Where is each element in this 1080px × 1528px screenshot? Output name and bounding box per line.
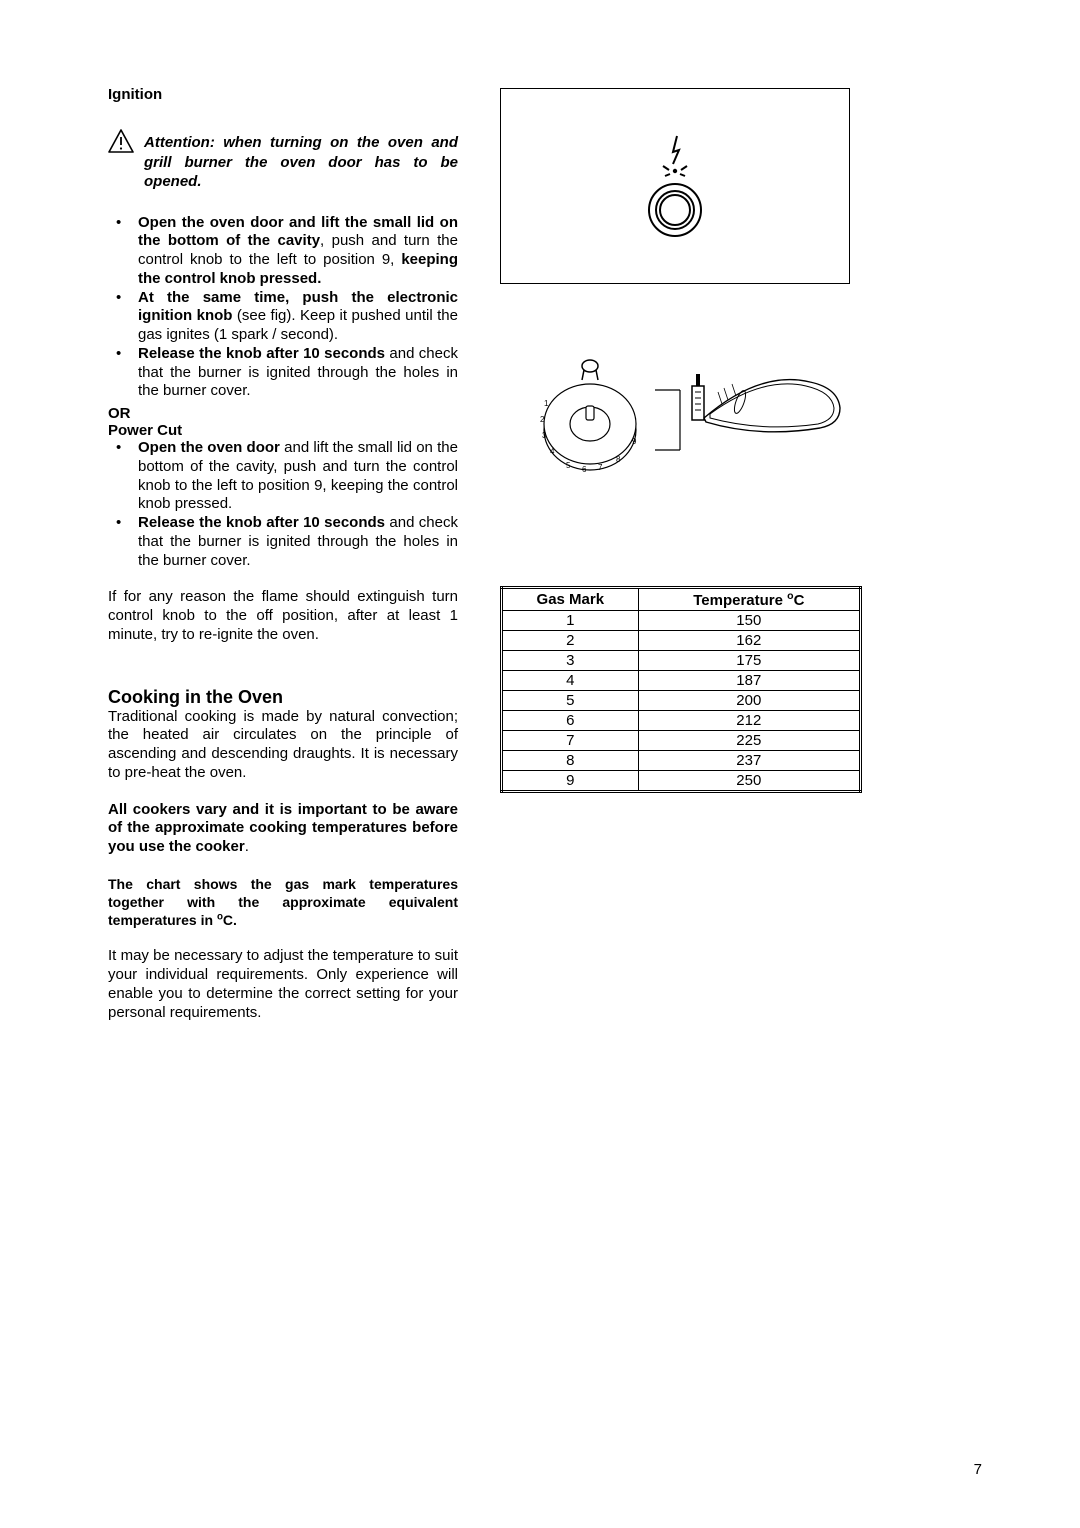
ignition-heading: Ignition (108, 86, 458, 103)
knob-diagram-icon: 1 2 3 4 5 6 7 8 9 (500, 330, 850, 490)
page-content: Ignition Attention: when turning on the … (108, 86, 982, 1022)
svg-text:8: 8 (616, 455, 621, 464)
cooking-para1: Traditional cooking is made by natural c… (108, 708, 458, 783)
spark-icon (655, 134, 695, 178)
flame-paragraph: If for any reason the flame should extin… (108, 588, 458, 644)
warning-block: Attention: when turning on the oven and … (108, 133, 458, 192)
svg-text:7: 7 (598, 463, 603, 472)
warning-text: Attention: when turning on the oven and … (144, 133, 458, 192)
table-row: 5200 (502, 691, 861, 711)
list-item: Release the knob after 10 seconds and ch… (108, 345, 458, 401)
cooking-para3: The chart shows the gas mark temperature… (108, 875, 458, 930)
table-row: 7225 (502, 731, 861, 751)
left-column: Ignition Attention: when turning on the … (108, 86, 458, 1022)
page-number: 7 (974, 1461, 982, 1478)
figure-knob-diagram: 1 2 3 4 5 6 7 8 9 (500, 330, 850, 490)
figure-ignition-symbol (500, 88, 850, 284)
temperature-table-wrap: Gas Mark Temperature oC 1150 2162 3175 4… (500, 586, 862, 793)
table-row: 8237 (502, 751, 861, 771)
list-item: Open the oven door and lift the small li… (108, 214, 458, 289)
svg-text:1: 1 (544, 399, 549, 408)
cooking-para2: All cookers vary and it is important to … (108, 801, 458, 857)
list-item: At the same time, push the electronic ig… (108, 289, 458, 345)
svg-text:5: 5 (566, 461, 571, 470)
table-row: 6212 (502, 711, 861, 731)
table-row: 9250 (502, 771, 861, 792)
table-row: 2162 (502, 631, 861, 651)
col-temperature: Temperature oC (638, 588, 860, 611)
svg-text:2: 2 (540, 415, 545, 424)
ignition-bullets-2: Open the oven door and lift the small li… (108, 439, 458, 570)
temperature-table: Gas Mark Temperature oC 1150 2162 3175 4… (500, 586, 862, 793)
svg-text:3: 3 (542, 431, 547, 440)
table-row: 3175 (502, 651, 861, 671)
burner-ring-icon (647, 182, 703, 238)
table-header-row: Gas Mark Temperature oC (502, 588, 861, 611)
list-item: Release the knob after 10 seconds and ch… (108, 514, 458, 570)
powercut-label: Power Cut (108, 422, 458, 439)
cooking-heading: Cooking in the Oven (108, 687, 458, 708)
ignition-bullets-1: Open the oven door and lift the small li… (108, 214, 458, 402)
svg-text:6: 6 (582, 465, 587, 474)
list-item: Open the oven door and lift the small li… (108, 439, 458, 514)
warning-triangle-icon (108, 129, 134, 153)
col-gas-mark: Gas Mark (502, 588, 639, 611)
right-column: 1 2 3 4 5 6 7 8 9 (500, 86, 982, 1022)
table-row: 1150 (502, 611, 861, 631)
or-label: OR (108, 405, 458, 422)
svg-text:4: 4 (550, 447, 555, 456)
cooking-para4: It may be necessary to adjust the temper… (108, 947, 458, 1022)
svg-text:9: 9 (632, 437, 637, 446)
table-row: 4187 (502, 671, 861, 691)
